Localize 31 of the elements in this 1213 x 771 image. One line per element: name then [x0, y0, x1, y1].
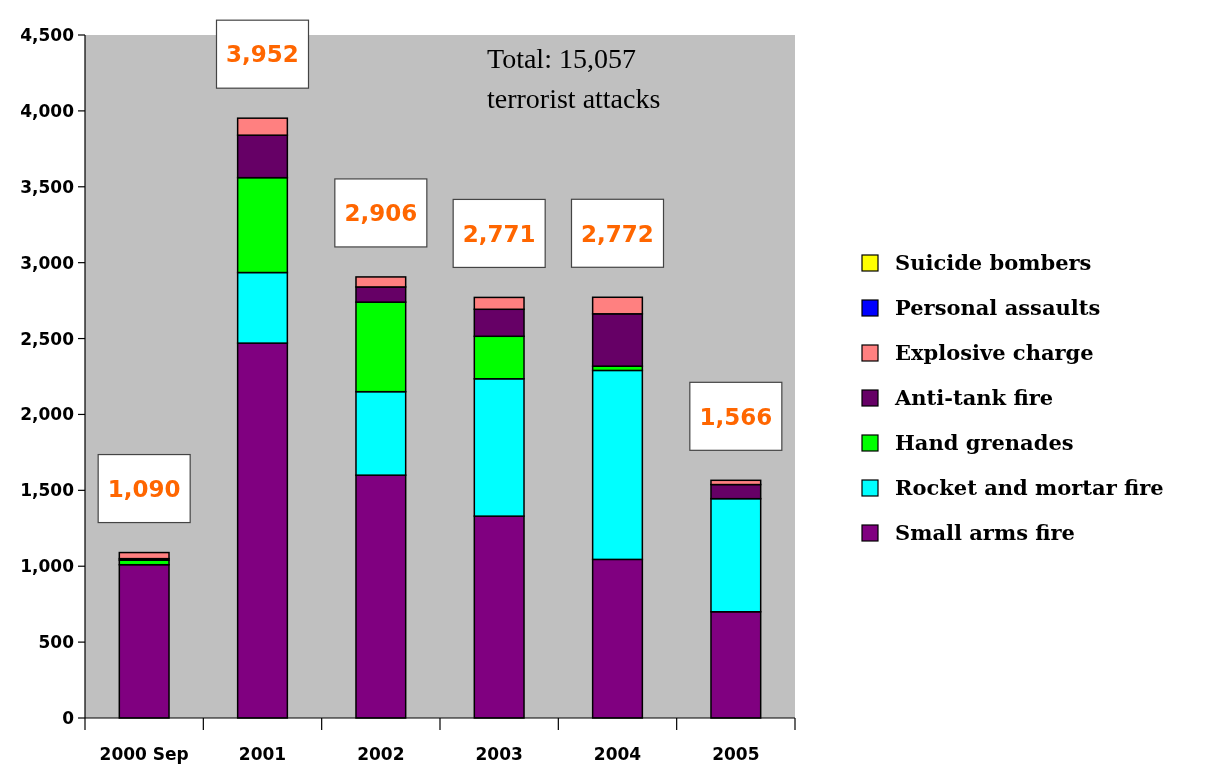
y-tick-label: 500 — [38, 632, 75, 653]
legend-label: Hand grenades — [895, 430, 1074, 456]
total-label: 1,090 — [107, 475, 181, 502]
total-label: 2,906 — [344, 200, 418, 227]
total-label: 2,771 — [462, 220, 536, 247]
y-tick-label: 1,500 — [20, 480, 75, 501]
legend-label: Rocket and mortar fire — [895, 475, 1164, 501]
y-tick-label: 4,000 — [20, 100, 75, 121]
y-tick-label: 2,500 — [20, 328, 75, 349]
legend-label: Suicide bombers — [895, 250, 1092, 276]
y-tick-label: 1,000 — [20, 556, 75, 577]
x-tick-label: 2002 — [357, 744, 405, 764]
bar — [118, 551, 170, 560]
legend-label: Anti-tank fire — [894, 385, 1054, 411]
y-tick-label: 4,500 — [20, 24, 75, 45]
x-tick-label: 2003 — [475, 744, 523, 764]
legend-label: Small arms fire — [895, 520, 1075, 546]
x-tick-label: 2001 — [238, 744, 287, 764]
annotation: Total: 15,057 terrorist attacks — [487, 43, 661, 114]
legend-label: Personal assaults — [895, 295, 1101, 321]
total-label: 2,772 — [581, 220, 654, 247]
total-label: 1,566 — [699, 403, 773, 430]
total-label: 3,952 — [226, 41, 299, 68]
x-tick-label: 2005 — [712, 744, 760, 764]
x-tick-label: 2000 Sep — [99, 744, 189, 764]
y-tick-label: 2,000 — [20, 404, 75, 425]
y-tick-label: 3,500 — [20, 176, 75, 197]
x-tick-label: 2004 — [593, 744, 642, 764]
y-tick-label: 0 — [62, 707, 75, 728]
y-tick-label: 3,000 — [20, 252, 75, 273]
legend-label: Explosive charge — [895, 340, 1094, 366]
